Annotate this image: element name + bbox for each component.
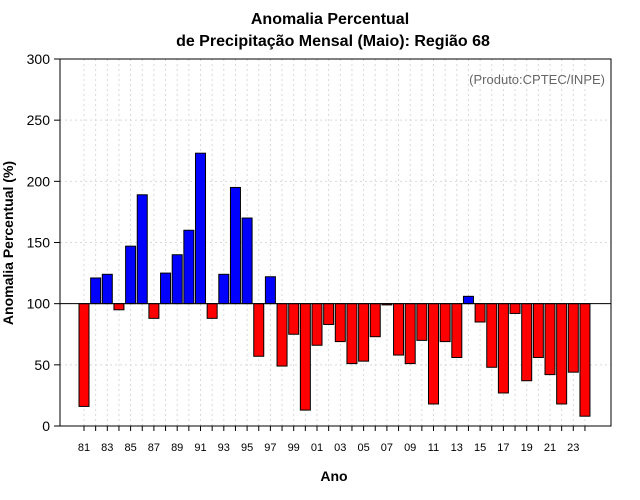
x-tick-label: 89	[171, 442, 183, 454]
bar-82	[90, 277, 102, 305]
x-tick-label: 95	[241, 442, 253, 454]
x-tick-label: 11	[428, 442, 439, 454]
chart-title: Anomalia Percentual	[251, 11, 409, 28]
bar-88	[160, 272, 172, 305]
x-tick-label: 01	[311, 442, 323, 454]
bar-05	[358, 303, 370, 362]
bar-84	[113, 303, 125, 311]
y-tick-label: 150	[27, 235, 51, 251]
y-tick-label: 200	[27, 173, 51, 189]
bar-85	[125, 245, 137, 305]
y-tick-label: 50	[34, 357, 50, 373]
bar-01	[311, 303, 323, 346]
x-tick-label: 17	[497, 442, 509, 454]
bar-94	[229, 186, 241, 305]
bar-20	[532, 303, 544, 358]
bars	[78, 152, 591, 417]
y-tick-label: 100	[27, 296, 51, 312]
x-tick-label: 09	[404, 442, 416, 454]
x-tick-label: 93	[218, 442, 230, 454]
bar-12	[439, 303, 451, 343]
x-tick-label: 87	[148, 442, 160, 454]
bar-99	[288, 303, 300, 335]
bar-06	[369, 303, 381, 338]
bar-04	[346, 303, 358, 365]
x-tick-label: 21	[544, 442, 556, 454]
bar-24	[579, 303, 591, 417]
y-tick-label: 250	[27, 112, 51, 128]
x-tick-label: 99	[288, 442, 300, 454]
chart-subtitle: de Precipitação Mensal (Maio): Região 68	[176, 33, 490, 50]
bar-93	[218, 273, 230, 305]
bar-16	[486, 303, 498, 368]
x-tick-label: 03	[334, 442, 346, 454]
bar-02	[323, 303, 335, 325]
bar-96	[253, 303, 265, 357]
bar-18	[509, 303, 521, 314]
bar-21	[544, 303, 556, 376]
x-tick-label: 19	[521, 442, 533, 454]
bar-86	[136, 194, 148, 305]
y-axis-title: Anomalia Percentual (%)	[0, 161, 16, 325]
x-tick-label: 15	[474, 442, 486, 454]
bar-90	[183, 229, 195, 305]
bar-83	[101, 273, 113, 305]
credit-annotation: (Produto:CPTEC/INPE)	[469, 72, 605, 87]
bar-13	[451, 303, 463, 358]
bar-08	[393, 303, 405, 356]
bar-23	[567, 303, 579, 373]
bar-97	[264, 276, 276, 305]
y-tick-label: 300	[27, 51, 51, 67]
bar-87	[148, 303, 160, 319]
bar-03	[334, 303, 346, 343]
x-tick-label: 23	[567, 442, 579, 454]
y-axis: 0 50 100 150 200 250 300	[27, 51, 60, 434]
bar-00	[299, 303, 311, 411]
bar-11	[428, 303, 439, 405]
bar-81	[78, 303, 90, 407]
bar-91	[195, 152, 206, 305]
x-axis: 81 83 85 87 89 91 93 95 97 99 01 03 05 07 09 11 13 15 17 19…	[78, 426, 586, 454]
bar-19	[521, 303, 533, 382]
x-tick-label: 85	[124, 442, 136, 454]
bar-92	[206, 303, 218, 319]
bar-22	[556, 303, 568, 405]
x-tick-label: 83	[101, 442, 113, 454]
x-tick-label: 05	[357, 442, 369, 454]
bar-14	[462, 295, 474, 305]
bar-09	[404, 303, 416, 365]
bar-98	[276, 303, 288, 367]
bar-17	[497, 303, 509, 394]
bar-95	[241, 217, 253, 305]
bar-89	[171, 254, 183, 305]
bar-15	[474, 303, 486, 323]
x-tick-label: 13	[451, 442, 463, 454]
x-tick-label: 07	[381, 442, 393, 454]
y-tick-label: 0	[42, 418, 50, 434]
x-tick-label: 97	[264, 442, 276, 454]
bar-10	[416, 303, 428, 341]
x-tick-label: 91	[194, 442, 206, 454]
x-tick-label: 81	[78, 442, 90, 454]
x-axis-title: Ano	[320, 468, 347, 484]
